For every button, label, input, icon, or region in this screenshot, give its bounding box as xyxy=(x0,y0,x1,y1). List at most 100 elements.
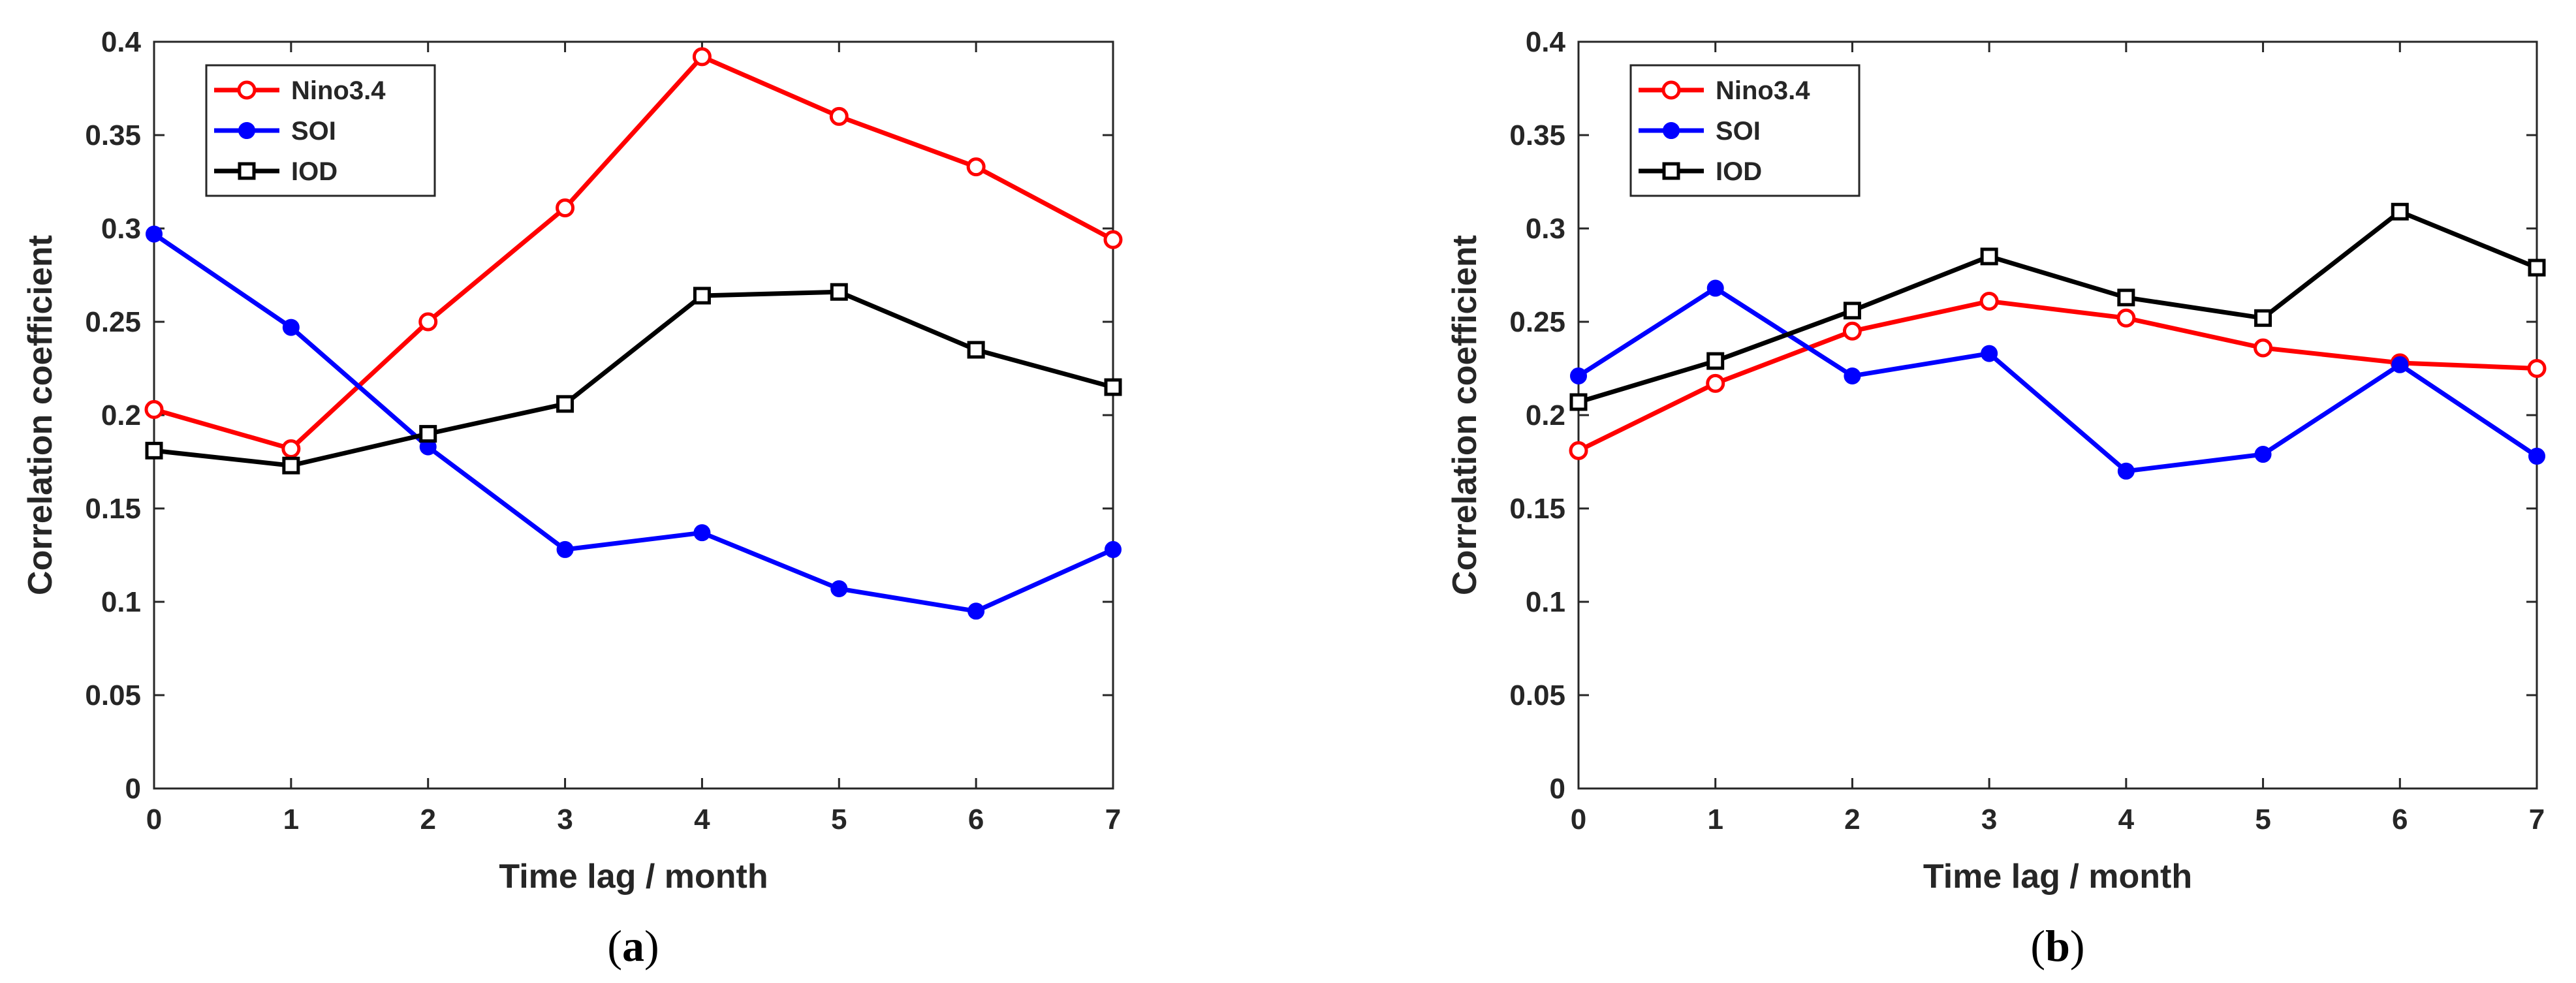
x-tick-label: 7 xyxy=(2529,804,2545,835)
y-tick-label: 0 xyxy=(1550,773,1565,805)
soi-series-point xyxy=(1706,279,1724,297)
legend-nino3-4-point xyxy=(237,80,257,100)
soi-series-point xyxy=(556,540,574,558)
nino3-4-series-point xyxy=(966,157,986,177)
iod-series xyxy=(1569,202,2546,411)
soi-series-point xyxy=(830,580,848,597)
nino3-4-series-point xyxy=(144,399,164,419)
soi-series xyxy=(146,225,1122,620)
y-tick-label: 0.1 xyxy=(1526,586,1565,618)
x-axis-label: Time lag / month xyxy=(1923,858,2192,896)
iod-series-point xyxy=(2117,289,2135,307)
iod-series-line xyxy=(153,289,1114,468)
soi-series-point xyxy=(1105,540,1122,558)
legend-label-nino3-4: Nino3.4 xyxy=(1716,76,1810,105)
iod-series-point xyxy=(1706,352,1725,370)
legend-label-soi: SOI xyxy=(1716,117,1761,146)
y-tick-label: 0.35 xyxy=(1509,119,1565,151)
iod-series-point xyxy=(967,341,985,359)
x-tick-label: 1 xyxy=(1707,804,1723,835)
nino3-4-series-point xyxy=(1103,230,1123,249)
nino3-4-series-point xyxy=(1842,321,1862,341)
nino3-4-series-point xyxy=(556,198,575,218)
legend-label-iod: IOD xyxy=(1716,157,1762,186)
y-tick-label: 0.4 xyxy=(1526,26,1566,58)
nino3-4-series-point xyxy=(2116,308,2136,328)
legend-label-iod: IOD xyxy=(291,157,338,186)
iod-series-point xyxy=(1569,393,1588,411)
nino3-4-series-point xyxy=(2527,359,2547,378)
soi-series-point xyxy=(967,602,985,620)
y-tick-label: 0 xyxy=(125,773,141,805)
x-tick-label: 3 xyxy=(557,804,573,835)
nino3-4-series-point xyxy=(1569,441,1588,460)
soi-series-point xyxy=(1570,367,1587,384)
x-tick-label: 3 xyxy=(1981,804,1997,835)
iod-series-line xyxy=(1577,209,2538,405)
x-tick-label: 0 xyxy=(146,804,162,835)
legend-iod-point xyxy=(238,162,256,180)
nino3-4-series-point xyxy=(2254,338,2273,358)
x-tick-label: 4 xyxy=(2118,804,2135,835)
iod-series-point xyxy=(1843,302,1861,320)
legend: Nino3.4 SOI IOD xyxy=(205,64,436,197)
x-tick-label: 0 xyxy=(1571,804,1586,835)
nino3-4-series-line xyxy=(1577,299,2537,453)
nino3-4-series-line xyxy=(153,54,1114,451)
y-tick-label: 0.3 xyxy=(1526,213,1565,245)
x-tick-label: 6 xyxy=(2392,804,2408,835)
y-tick-label: 0.3 xyxy=(101,213,141,245)
iod-series-point xyxy=(2528,258,2546,277)
chart-panel-b: 0 0.05 0.1 0.15 0.2 0.25 0.3 0.35 0.4 0 1 2 3 4 5 6 7 Tim… xyxy=(1446,26,2547,971)
chart-panel-a: 0 0.05 0.1 0.15 0.2 0.25 0.3 0.35 0.4 0 1 2 3 4 5 6 7 Tim… xyxy=(22,26,1123,971)
legend-label-nino3-4: Nino3.4 xyxy=(291,76,386,105)
x-tick-label: 5 xyxy=(831,804,847,835)
nino3-4-series-point xyxy=(418,312,438,332)
nino3-4-series-point xyxy=(281,439,301,458)
iod-series-point xyxy=(830,283,848,301)
soi-series xyxy=(1570,279,2545,480)
x-tick-label: 5 xyxy=(2255,804,2270,835)
nino3-4-series xyxy=(1569,292,2547,460)
legend: Nino3.4 SOI IOD xyxy=(1629,64,1861,197)
nino3-4-series-point xyxy=(1706,373,1725,393)
panel-caption: (a) xyxy=(607,921,659,971)
soi-series-point xyxy=(2117,462,2135,480)
x-tick-label: 4 xyxy=(694,804,710,835)
soi-series-point xyxy=(146,225,163,243)
soi-series-line xyxy=(153,232,1114,614)
soi-series-line xyxy=(1577,286,2538,474)
y-tick-label: 0.05 xyxy=(85,679,141,711)
y-tick-label: 0.1 xyxy=(101,586,141,618)
iod-series-point xyxy=(2391,202,2409,221)
y-tick-label: 0.35 xyxy=(85,119,141,151)
x-axis-label: Time lag / month xyxy=(499,858,768,896)
legend-soi-point xyxy=(238,122,255,139)
iod-series-point xyxy=(693,287,711,305)
nino3-4-series-point xyxy=(1979,292,1999,311)
y-tick-label: 0.25 xyxy=(85,306,141,338)
soi-series-point xyxy=(2391,356,2409,373)
nino3-4-series-point xyxy=(692,47,712,67)
y-axis-label: Correlation coefficient xyxy=(1446,235,1484,595)
x-tick-label: 6 xyxy=(968,804,984,835)
soi-series-point xyxy=(1844,367,1861,384)
iod-series xyxy=(145,283,1122,475)
soi-series-point xyxy=(2528,447,2545,465)
iod-series-point xyxy=(1104,378,1122,396)
legend-soi-point xyxy=(1663,122,1680,139)
y-tick-label: 0.15 xyxy=(1509,493,1565,525)
y-tick-label: 0.2 xyxy=(101,399,141,431)
y-tick-label: 0.4 xyxy=(101,26,142,58)
x-tick-label: 7 xyxy=(1105,804,1121,835)
iod-series-point xyxy=(1980,247,1998,266)
legend-iod-point xyxy=(1662,162,1680,180)
nino3-4-series-point xyxy=(829,106,849,126)
x-tick-label: 1 xyxy=(283,804,299,835)
iod-series-point xyxy=(2254,309,2272,327)
nino3-4-series xyxy=(144,47,1123,458)
legend-label-soi: SOI xyxy=(291,117,336,146)
legend-nino3-4-point xyxy=(1661,80,1681,100)
iod-series-point xyxy=(282,456,300,475)
